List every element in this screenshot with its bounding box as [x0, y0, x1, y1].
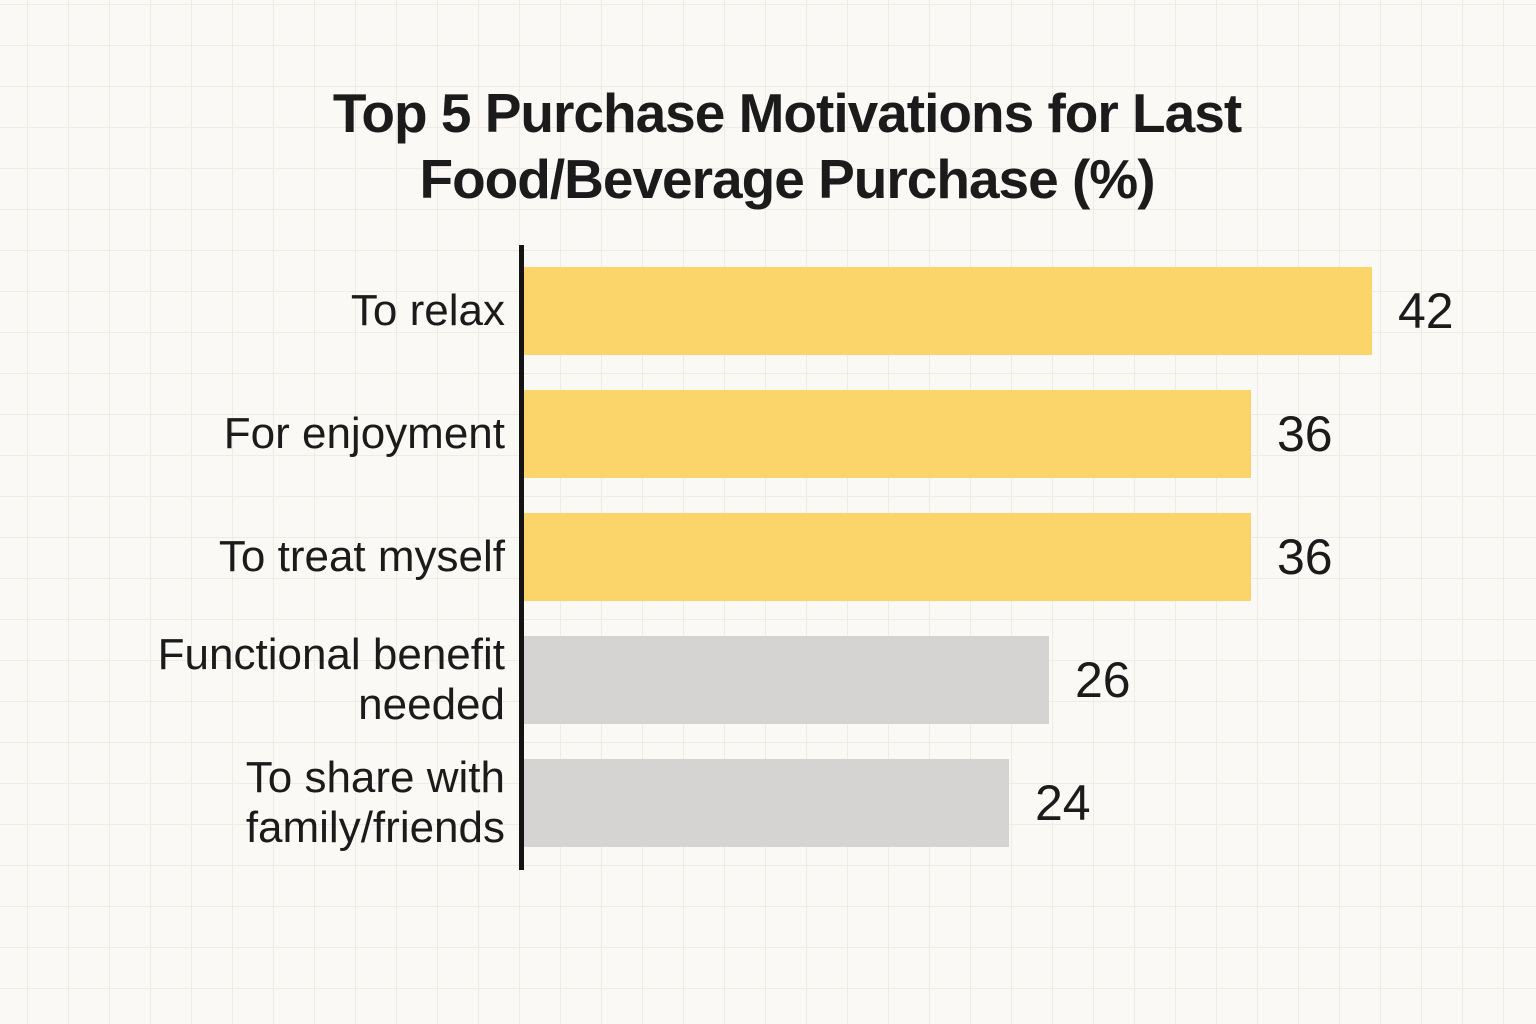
bar-to-treat-myself: [524, 513, 1251, 601]
category-label-for-enjoyment: For enjoyment: [223, 409, 505, 458]
chart-title: Top 5 Purchase Motivations for Last Food…: [150, 80, 1424, 212]
value-label-to-share-with-family-friends: 24: [1035, 775, 1091, 831]
chart-row-for-enjoyment: For enjoyment 36: [0, 390, 1536, 478]
bar-for-enjoyment: [524, 390, 1251, 478]
value-label-to-relax: 42: [1398, 283, 1454, 339]
chart-row-to-treat-myself: To treat myself 36: [0, 513, 1536, 601]
value-label-for-enjoyment: 36: [1277, 406, 1333, 462]
category-label-to-share-with-family-friends: To share with family/friends: [245, 753, 505, 852]
bar-functional-benefit-needed: [524, 636, 1049, 724]
bar-to-relax: [524, 267, 1372, 355]
category-label-functional-benefit-needed: Functional benefit needed: [157, 630, 505, 729]
chart-row-functional-benefit-needed: Functional benefit needed 26: [0, 630, 1536, 729]
value-label-to-treat-myself: 36: [1277, 529, 1333, 585]
y-axis-line: [519, 245, 524, 870]
category-label-to-treat-myself: To treat myself: [218, 532, 505, 581]
chart-title-line-2: Food/Beverage Purchase (%): [419, 148, 1155, 210]
bar-to-share-with-family-friends: [524, 759, 1009, 847]
category-label-to-relax: To relax: [350, 286, 505, 335]
chart-row-to-share-with-family-friends: To share with family/friends 24: [0, 753, 1536, 852]
value-label-functional-benefit-needed: 26: [1075, 652, 1131, 708]
chart-row-to-relax: To relax 42: [0, 267, 1536, 355]
chart-title-line-1: Top 5 Purchase Motivations for Last: [332, 82, 1242, 144]
